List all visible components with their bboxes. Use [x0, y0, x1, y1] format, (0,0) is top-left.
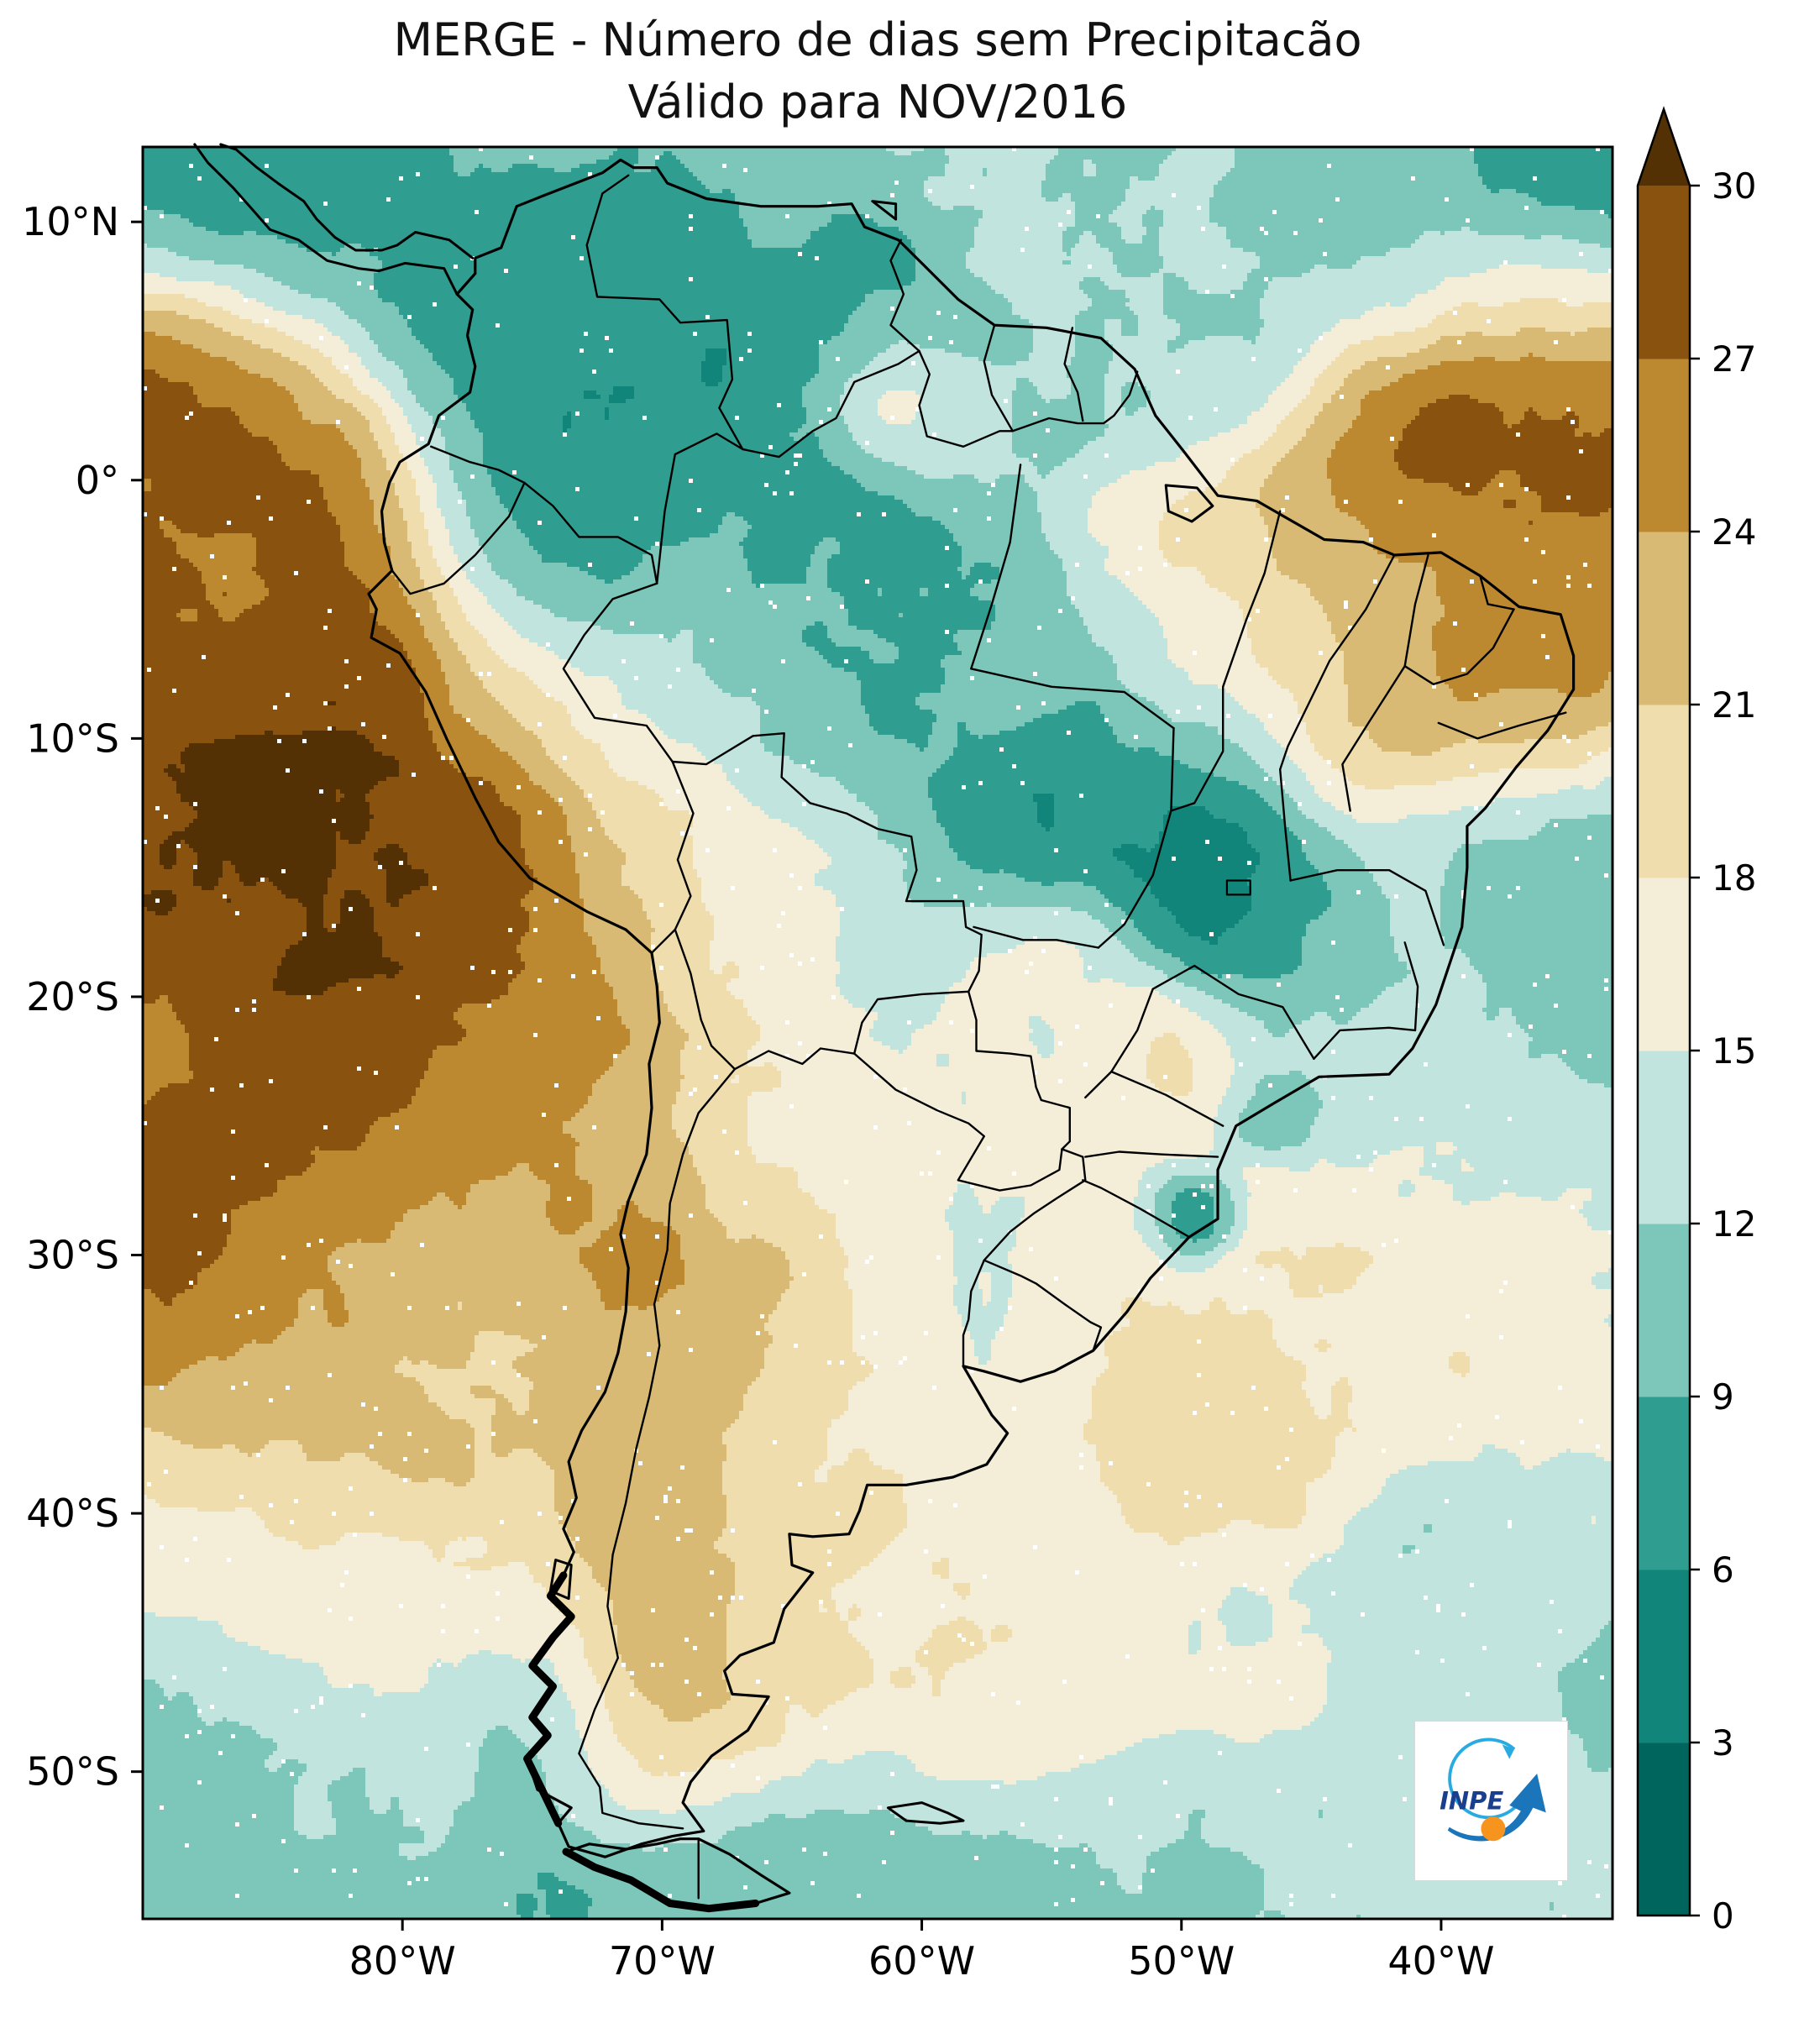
- inpe-logo: INPE: [1414, 1721, 1568, 1881]
- colorbar-segment: [1638, 185, 1690, 359]
- colorbar-tick-label: 27: [1712, 338, 1756, 380]
- y-tick-label: 20°S: [26, 974, 119, 1019]
- chart-title: MERGE - Número de dias sem Precipitacão: [393, 13, 1362, 66]
- colorbar-tick-label: 24: [1712, 511, 1756, 553]
- colorbar-tick-label: 3: [1712, 1722, 1734, 1764]
- colorbar-tick-label: 9: [1712, 1376, 1734, 1418]
- colorbar-segment: [1638, 1050, 1690, 1224]
- y-tick-label: 10°S: [26, 715, 119, 761]
- colorbar-over-arrow: [1638, 109, 1690, 186]
- colorbar-segment: [1638, 1742, 1690, 1916]
- colorbar-tick-label: 15: [1712, 1030, 1756, 1072]
- chart-subtitle: Válido para NOV/2016: [627, 76, 1128, 128]
- colorbar-tick-label: 18: [1712, 857, 1756, 899]
- colorbar-outline: [1636, 106, 1691, 1917]
- colorbar-tick-label: 12: [1712, 1203, 1756, 1245]
- y-tick-label: 50°S: [26, 1749, 119, 1795]
- colorbar-tick-label: 6: [1712, 1549, 1734, 1591]
- y-tick-label: 30°S: [26, 1233, 119, 1278]
- inpe-logo-dot-icon: [1480, 1816, 1505, 1842]
- colorbar-segment: [1638, 704, 1690, 878]
- x-tick-label: 50°W: [1128, 1938, 1235, 1984]
- colorbar-segment: [1638, 1223, 1690, 1397]
- colorbar-segment: [1638, 1396, 1690, 1570]
- colorbar-segment: [1638, 531, 1690, 705]
- y-tick-label: 10°N: [22, 199, 119, 244]
- x-tick-label: 80°W: [349, 1938, 456, 1984]
- x-tick-label: 70°W: [609, 1938, 716, 1984]
- inpe-logo-text: INPE: [1440, 1787, 1503, 1816]
- colorbar-segment: [1638, 1569, 1690, 1743]
- y-tick-label: 40°S: [26, 1491, 119, 1536]
- y-tick-label: 0°: [76, 458, 119, 503]
- precipitation-days-field: [143, 147, 1613, 1919]
- colorbar-segment: [1638, 877, 1690, 1051]
- colorbar-segment: [1638, 358, 1690, 532]
- colorbar-tick-label: 30: [1712, 165, 1756, 207]
- x-tick-label: 40°W: [1387, 1938, 1494, 1984]
- colorbar-tick-label: 0: [1712, 1895, 1734, 1937]
- colorbar-tick-label: 21: [1712, 684, 1756, 726]
- x-tick-label: 60°W: [868, 1938, 975, 1984]
